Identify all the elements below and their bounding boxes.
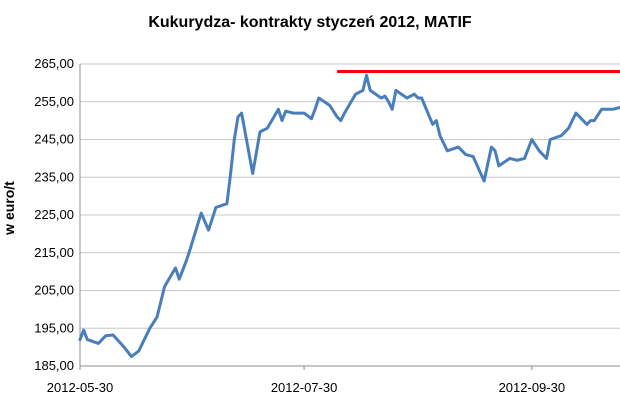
y-tick-label: 205,00 <box>34 283 74 298</box>
y-tick-label: 265,00 <box>34 56 74 71</box>
axes <box>79 64 620 367</box>
series-line <box>78 73 620 359</box>
y-tick-label: 225,00 <box>34 207 74 222</box>
y-tick-label: 185,00 <box>34 358 74 373</box>
y-tick-label: 255,00 <box>34 94 74 109</box>
y-tick-label: 235,00 <box>34 169 74 184</box>
series-group <box>78 73 620 359</box>
y-tick-label: 195,00 <box>34 320 74 335</box>
chart-title: Kukurydza- kontrakty styczeń 2012, MATIF <box>148 14 472 31</box>
y-tick-label: 215,00 <box>34 245 74 260</box>
x-tick-labels: 2012-05-30 2012-07-30 2012-09-30 <box>47 366 565 395</box>
x-tick-label: 2012-09-30 <box>499 380 566 395</box>
x-tick-label: 2012-05-30 <box>47 380 114 395</box>
x-tick-label: 2012-07-30 <box>271 380 338 395</box>
y-tick-label: 245,00 <box>34 132 74 147</box>
gridlines <box>80 63 620 367</box>
y-tick-labels: 185,00 195,00 205,00 215,00 225,00 235,00 245,… <box>34 56 74 373</box>
